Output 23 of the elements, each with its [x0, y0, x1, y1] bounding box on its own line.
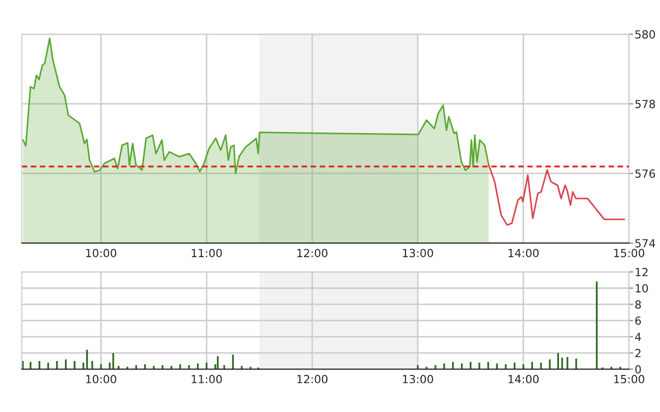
x-tick-label: 11:00 [192, 374, 222, 384]
y-tick-label: 4 [635, 332, 641, 341]
x-tick-label: 14:00 [508, 374, 539, 384]
x-tick-label: 13:00 [402, 374, 434, 384]
x-tick-label: 13:00 [402, 248, 434, 258]
y-tick-label: 6 [635, 316, 641, 325]
x-tick-label: 10:00 [86, 374, 116, 384]
y-tick-label: 578 [635, 100, 655, 108]
x-tick-label: 10:00 [86, 248, 116, 258]
x-tick-label: 15:00 [614, 374, 644, 384]
x-tick-label: 14:00 [508, 248, 539, 258]
x-tick-label: 11:00 [192, 248, 222, 258]
y-tick-label: 576 [635, 169, 656, 178]
x-tick-label: 12:00 [297, 248, 328, 258]
y-tick-label: 580 [635, 30, 656, 39]
y-tick-label: 10 [636, 284, 648, 293]
x-tick-label: 15:00 [614, 248, 644, 258]
y-tick-label: 8 [635, 300, 641, 309]
x-tick-label: 12:00 [297, 374, 328, 384]
y-tick-label: 0 [635, 365, 641, 374]
y-tick-label: 12 [636, 268, 648, 276]
y-tick-label: 574 [635, 239, 656, 248]
y-tick-label: 2 [635, 348, 640, 358]
